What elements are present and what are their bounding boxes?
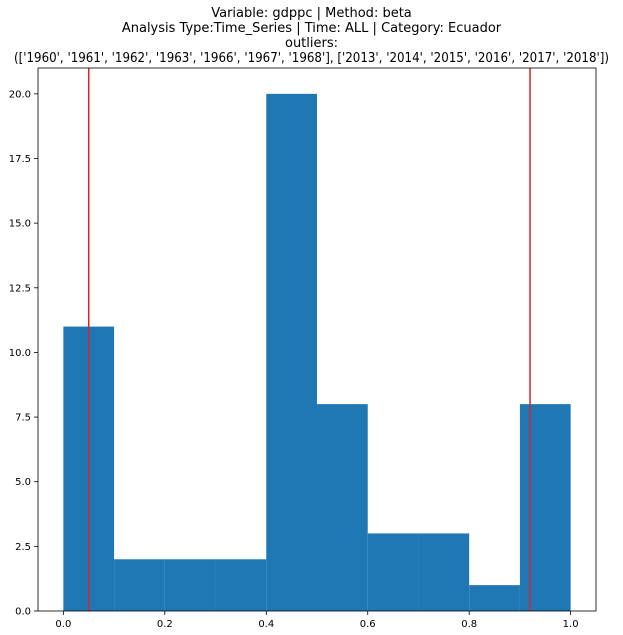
title-line-outliers-values: (['1960', '1961', '1962', '1963', '1966'…: [14, 51, 609, 66]
y-tick-label-2: 5.0: [15, 477, 31, 488]
histogram-bar-8: [469, 585, 520, 611]
histogram-bar-3: [215, 559, 267, 611]
title-line-outliers-label: outliers:: [285, 36, 338, 51]
y-axis-ticks: 0.0 2.5 5.0 7.5 10.0 12.5 15.0 17.5 20.0: [9, 89, 38, 618]
plot-axes: [37, 67, 597, 612]
y-tick-label-8: 20.0: [9, 89, 31, 100]
histogram-bar-2: [164, 559, 216, 611]
y-tick-label-3: 7.5: [15, 413, 31, 424]
title-line-variable: Variable: gdppc | Method: beta: [211, 6, 412, 21]
histogram-bar-1: [114, 559, 165, 611]
y-tick-label-0: 0.0: [15, 607, 31, 618]
x-tick-label-4: 0.8: [461, 619, 477, 630]
y-tick-label-6: 15.0: [9, 219, 31, 230]
x-tick-label-3: 0.6: [360, 619, 376, 630]
y-tick-label-5: 12.5: [9, 283, 31, 294]
y-tick-label-1: 2.5: [15, 542, 31, 553]
histogram-bar-7: [418, 533, 470, 611]
x-tick-label-5: 1.0: [563, 619, 579, 630]
title-line-analysis: Analysis Type:Time_Series | Time: ALL | …: [122, 21, 502, 36]
x-tick-label-2: 0.4: [258, 619, 274, 630]
x-tick-label-1: 0.2: [157, 619, 173, 630]
y-tick-label-4: 10.0: [9, 348, 31, 359]
x-axis-ticks: 0.0 0.2 0.4 0.6 0.8 1.0: [55, 611, 579, 630]
plot-frame: [37, 67, 597, 612]
histogram-bar-4: [266, 93, 317, 612]
histogram-bar-5: [317, 404, 368, 611]
histogram-bars: [63, 93, 571, 612]
chart-title: Variable: gdppc | Method: beta Analysis …: [14, 6, 609, 66]
histogram-bar-9: [519, 404, 571, 611]
y-tick-label-7: 17.5: [9, 154, 31, 165]
x-tick-label-0: 0.0: [55, 619, 71, 630]
histogram-bar-6: [367, 533, 419, 611]
outlier-threshold-lines: [87, 68, 531, 611]
